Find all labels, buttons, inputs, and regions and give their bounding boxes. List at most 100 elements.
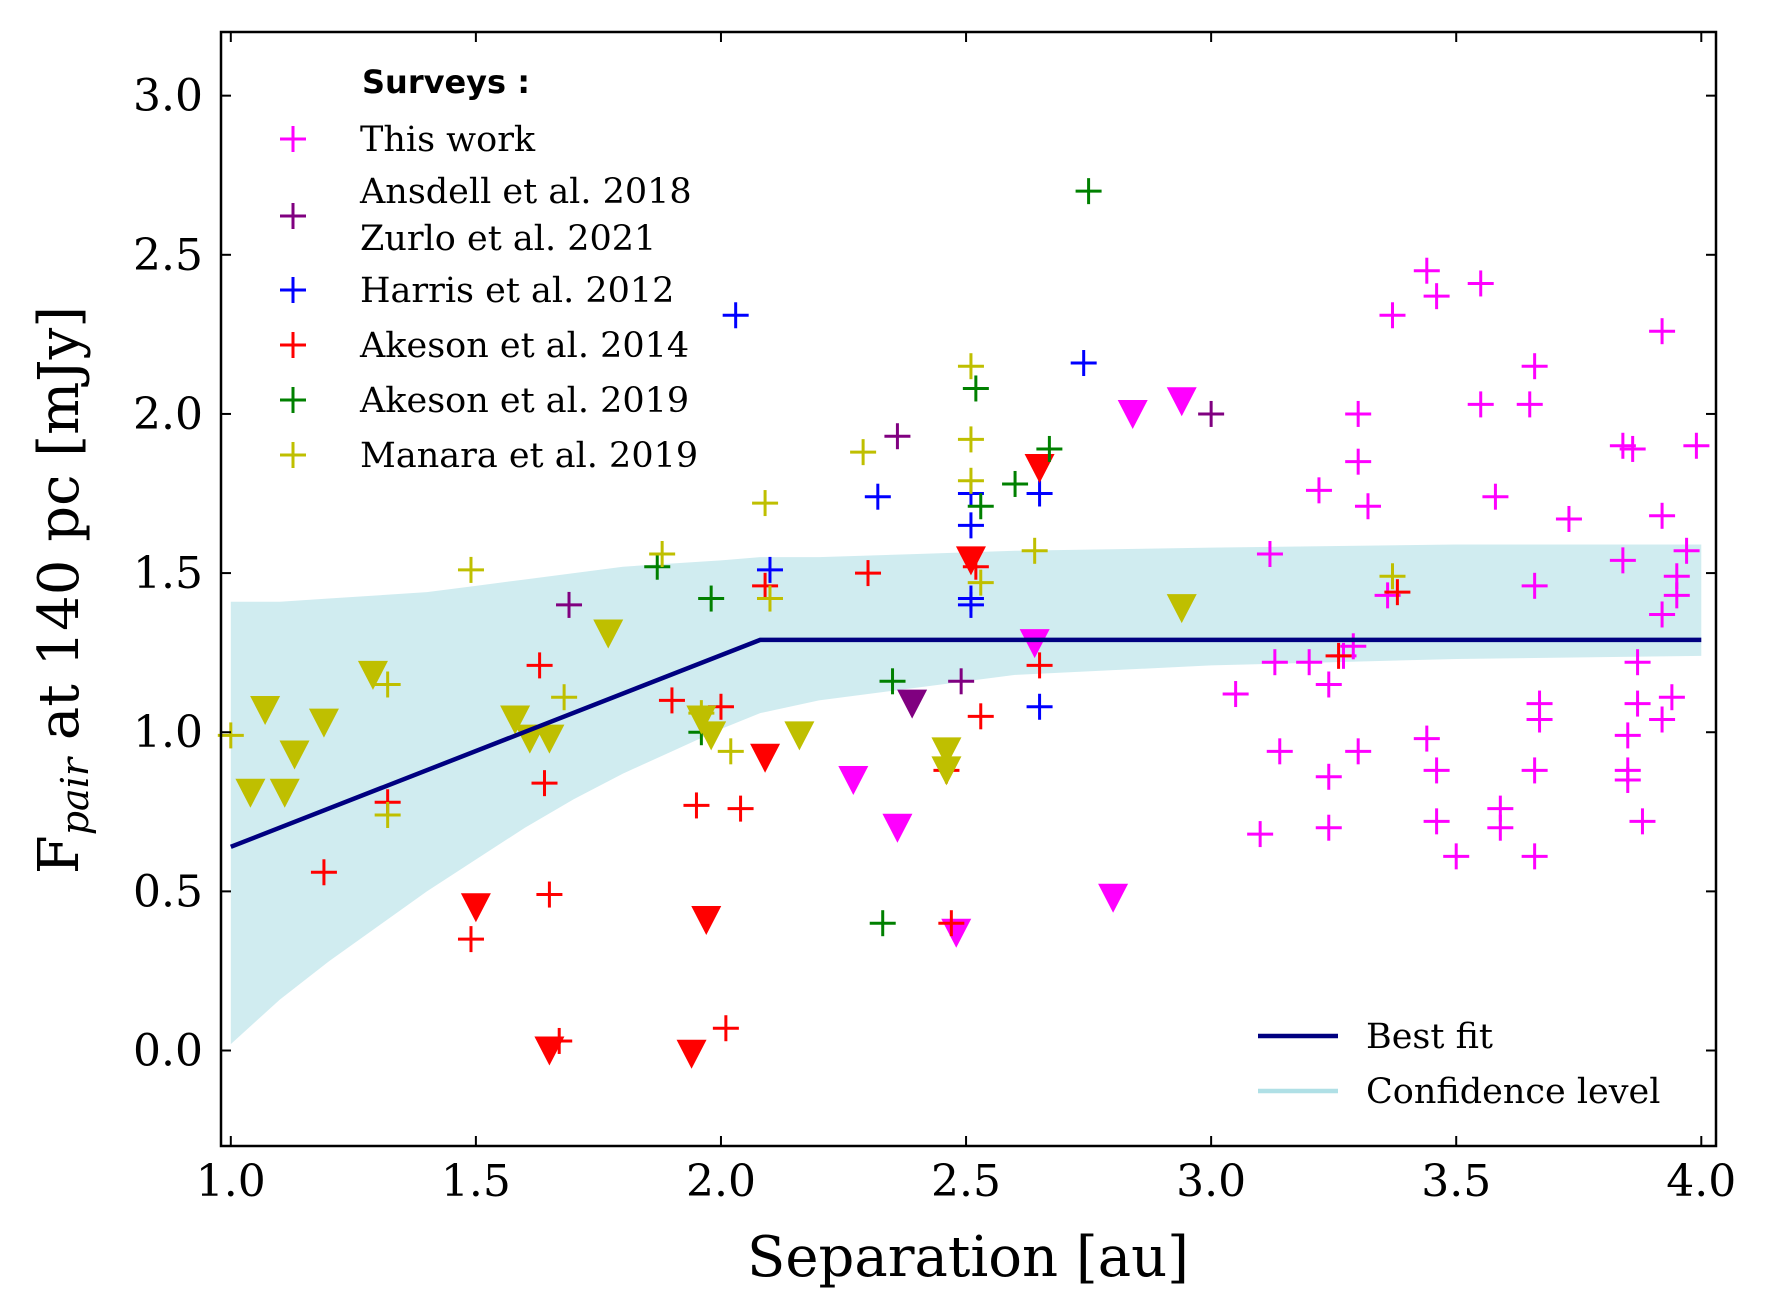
legend-entry-harris-et-al-2012: Harris et al. 2012 xyxy=(280,271,674,311)
x-tick-label: 1.0 xyxy=(196,1156,266,1207)
upper-limit-manara-et-al-2019 xyxy=(534,724,565,754)
legend-label-ansdell-et-al-2018-line2: Zurlo et al. 2021 xyxy=(360,219,656,259)
point-akeson-et-al-2014 xyxy=(310,859,337,886)
point-this-work xyxy=(1354,493,1381,520)
point-this-work xyxy=(1614,766,1641,793)
point-this-work xyxy=(1521,757,1548,784)
upper-limit-this-work xyxy=(1019,629,1050,659)
legend-marker-manara-et-al-2019 xyxy=(280,442,306,468)
point-akeson-et-al-2014 xyxy=(967,703,994,730)
upper-limit-this-work xyxy=(882,813,913,843)
series-ansdell-et-al-2018 xyxy=(556,400,1225,719)
point-this-work xyxy=(1443,843,1470,870)
point-harris-et-al-2012 xyxy=(1026,480,1053,507)
legend-entry-akeson-et-al-2014: Akeson et al. 2014 xyxy=(280,326,689,366)
legend-marker-ansdell-et-al-2018 xyxy=(280,203,306,229)
series-harris-et-al-2012 xyxy=(722,302,1097,720)
point-this-work xyxy=(1673,537,1700,564)
best-fit-line xyxy=(229,637,1702,849)
upper-limit-manara-et-al-2019 xyxy=(250,695,281,725)
legend-entry-akeson-et-al-2019: Akeson et al. 2019 xyxy=(280,381,689,421)
point-this-work xyxy=(1315,763,1342,790)
legend-marker-this-work xyxy=(280,126,306,152)
upper-limit-akeson-et-al-2014 xyxy=(1024,454,1055,484)
point-this-work xyxy=(1555,505,1582,532)
y-tick-label: 0.0 xyxy=(133,1026,203,1077)
legend-label-this-work: This work xyxy=(360,120,536,160)
y-axis-label-main: F xyxy=(27,835,92,874)
legend-entry-this-work: This work xyxy=(280,120,536,160)
point-this-work xyxy=(1629,808,1656,835)
point-manara-et-al-2019 xyxy=(717,738,744,765)
point-akeson-et-al-2019 xyxy=(962,375,989,402)
data-points-layer xyxy=(217,178,1710,1069)
point-akeson-et-al-2019 xyxy=(644,553,671,580)
point-this-work xyxy=(1614,722,1641,749)
x-tick-label: 1.5 xyxy=(441,1156,511,1207)
point-this-work xyxy=(1649,318,1676,345)
point-this-work xyxy=(1266,738,1293,765)
point-manara-et-al-2019 xyxy=(551,684,578,711)
point-this-work xyxy=(1296,649,1323,676)
point-this-work xyxy=(1379,302,1406,329)
point-akeson-et-al-2014 xyxy=(855,560,882,587)
point-this-work xyxy=(1222,681,1249,708)
point-this-work xyxy=(1345,448,1372,475)
point-this-work xyxy=(1663,582,1690,609)
point-akeson-et-al-2014 xyxy=(683,792,710,819)
upper-limit-this-work xyxy=(941,918,972,948)
point-this-work xyxy=(1247,821,1274,848)
upper-limit-manara-et-al-2019 xyxy=(500,705,531,735)
upper-limit-akeson-et-al-2014 xyxy=(691,906,722,936)
upper-limit-akeson-et-al-2014 xyxy=(955,546,986,576)
fit-legend: Best fit Confidence level xyxy=(1258,1017,1660,1112)
point-this-work xyxy=(1649,601,1676,628)
upper-limit-manara-et-al-2019 xyxy=(357,660,388,690)
point-this-work xyxy=(1521,572,1548,599)
series-akeson-et-al-2019 xyxy=(644,178,1102,937)
point-manara-et-al-2019 xyxy=(649,540,676,567)
upper-limit-manara-et-al-2019 xyxy=(235,778,266,808)
point-manara-et-al-2019 xyxy=(374,801,401,828)
point-akeson-et-al-2014 xyxy=(752,572,779,599)
point-manara-et-al-2019 xyxy=(1379,563,1406,590)
y-axis-label-subscript: pair xyxy=(53,755,97,835)
y-tick-label: 1.5 xyxy=(133,548,203,599)
legend-entry-manara-et-al-2019: Manara et al. 2019 xyxy=(280,436,698,476)
point-this-work xyxy=(1624,690,1651,717)
y-axis: 0.0 0.5 1.0 1.5 2.0 2.5 3.0 xyxy=(133,71,1716,1077)
legend-entry-best-fit: Best fit xyxy=(1258,1017,1493,1057)
point-ansdell-et-al-2018 xyxy=(1198,400,1225,427)
point-harris-et-al-2012 xyxy=(957,591,984,618)
point-this-work xyxy=(1467,270,1494,297)
point-this-work xyxy=(1516,391,1543,418)
point-akeson-et-al-2014 xyxy=(1384,579,1411,606)
point-this-work xyxy=(1649,706,1676,733)
legend-entry-confidence: Confidence level xyxy=(1258,1072,1660,1112)
point-this-work xyxy=(1423,808,1450,835)
legend-marker-akeson-et-al-2014 xyxy=(280,332,306,358)
point-this-work xyxy=(1649,502,1676,529)
point-akeson-et-al-2019 xyxy=(869,910,896,937)
point-this-work xyxy=(1619,435,1646,462)
x-axis-label: Separation [au] xyxy=(747,1225,1189,1290)
point-akeson-et-al-2019 xyxy=(967,493,994,520)
point-this-work xyxy=(1340,633,1367,660)
upper-limit-this-work xyxy=(838,765,869,795)
point-this-work xyxy=(1345,738,1372,765)
point-harris-et-al-2012 xyxy=(1070,350,1097,377)
point-this-work xyxy=(1315,671,1342,698)
point-this-work xyxy=(1526,706,1553,733)
point-akeson-et-al-2014 xyxy=(938,910,965,937)
upper-limit-akeson-et-al-2014 xyxy=(460,893,491,923)
point-this-work xyxy=(1256,540,1283,567)
point-harris-et-al-2012 xyxy=(864,483,891,510)
confidence-band xyxy=(230,544,1702,1045)
legend-marker-harris-et-al-2012 xyxy=(280,277,306,303)
point-manara-et-al-2019 xyxy=(957,353,984,380)
point-manara-et-al-2019 xyxy=(957,426,984,453)
upper-limit-manara-et-al-2019 xyxy=(686,705,717,735)
x-tick-label: 3.5 xyxy=(1421,1156,1491,1207)
y-tick-label: 2.5 xyxy=(133,230,203,281)
point-this-work xyxy=(1487,814,1514,841)
